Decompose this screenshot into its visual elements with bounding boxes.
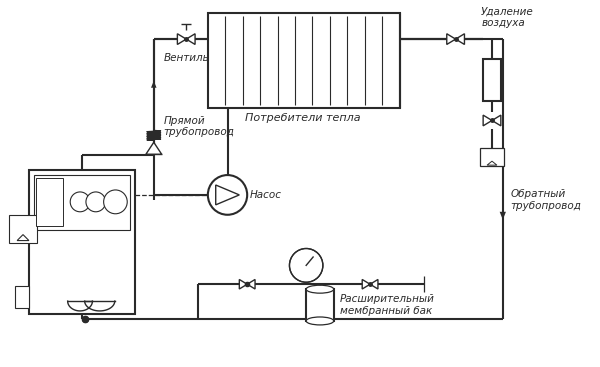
Polygon shape [247, 279, 255, 289]
Text: Насос: Насос [250, 190, 282, 200]
Ellipse shape [306, 317, 334, 325]
Bar [208, 13, 400, 108]
Polygon shape [500, 212, 506, 220]
Bar [36, 178, 64, 226]
Polygon shape [362, 279, 370, 289]
Polygon shape [483, 115, 492, 126]
Circle shape [289, 248, 323, 282]
Text: Прямой
трубопровод: Прямой трубопровод [164, 116, 235, 137]
Bar [480, 148, 504, 166]
Polygon shape [239, 279, 247, 289]
Circle shape [70, 192, 90, 212]
Polygon shape [455, 34, 464, 44]
Bar [306, 289, 334, 321]
Bar [34, 175, 130, 230]
Text: Обратный
трубопровод: Обратный трубопровод [511, 189, 581, 211]
Polygon shape [178, 34, 186, 44]
Text: Удаление
воздуха: Удаление воздуха [481, 6, 534, 28]
Text: Потребители тепла: Потребители тепла [245, 113, 361, 123]
Polygon shape [151, 81, 157, 88]
Bar [15, 286, 29, 308]
Ellipse shape [306, 285, 334, 293]
Polygon shape [186, 34, 195, 44]
Polygon shape [447, 34, 455, 44]
Bar [29, 170, 135, 314]
Bar [483, 59, 501, 101]
Polygon shape [370, 279, 378, 289]
Circle shape [86, 192, 106, 212]
Polygon shape [146, 142, 161, 154]
Bar [9, 215, 37, 243]
Circle shape [104, 190, 127, 214]
Circle shape [208, 175, 247, 215]
Text: Вентиль: Вентиль [163, 53, 209, 63]
Text: Расширительный
мембранный бак: Расширительный мембранный бак [340, 294, 434, 316]
Polygon shape [492, 115, 501, 126]
